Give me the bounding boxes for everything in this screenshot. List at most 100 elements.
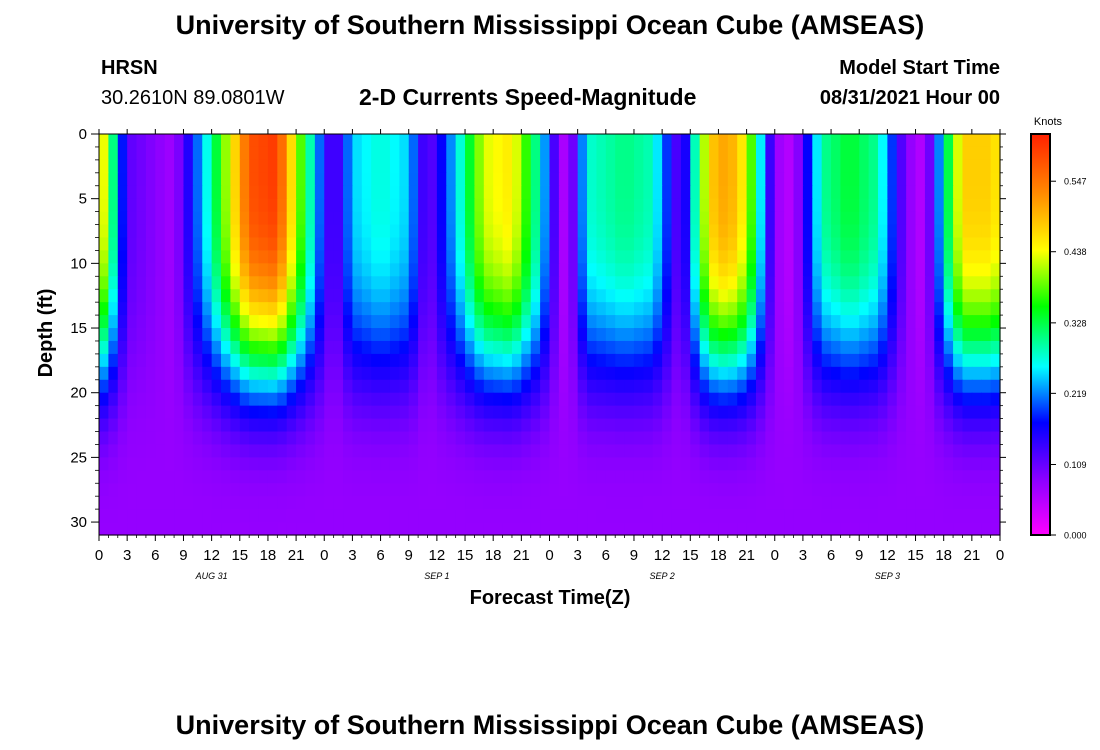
heatmap-cell bbox=[915, 418, 926, 433]
heatmap-cell bbox=[108, 405, 119, 420]
heatmap-cell bbox=[361, 263, 372, 277]
heatmap-cell bbox=[849, 366, 860, 381]
heatmap-cell bbox=[662, 237, 673, 252]
heatmap-cell bbox=[709, 392, 720, 407]
heatmap-cell bbox=[746, 522, 757, 536]
heatmap-cell bbox=[633, 198, 644, 213]
heatmap-cell bbox=[164, 418, 175, 433]
heatmap-cell bbox=[934, 340, 945, 355]
heatmap-cell bbox=[521, 211, 532, 226]
heatmap-cell bbox=[540, 444, 551, 458]
heatmap-cell bbox=[793, 328, 804, 342]
heatmap-cell bbox=[361, 418, 372, 433]
heatmap-cell bbox=[371, 431, 382, 446]
heatmap-cell bbox=[249, 250, 260, 264]
heatmap-cell bbox=[446, 289, 457, 303]
heatmap-cell bbox=[924, 146, 935, 161]
heatmap-cell bbox=[249, 328, 260, 342]
heatmap-cell bbox=[990, 522, 1001, 536]
heatmap-cell bbox=[136, 276, 147, 290]
heatmap-cell bbox=[831, 302, 842, 316]
heatmap-cell bbox=[352, 224, 363, 239]
heatmap-cell bbox=[953, 379, 964, 394]
heatmap-cell bbox=[906, 159, 917, 174]
heatmap-cell bbox=[389, 366, 400, 381]
heatmap-cell bbox=[333, 198, 344, 213]
heatmap-cell bbox=[296, 405, 307, 420]
heatmap-cell bbox=[155, 483, 166, 497]
heatmap-cell bbox=[615, 353, 626, 368]
heatmap-cell bbox=[906, 134, 917, 148]
heatmap-cell bbox=[277, 353, 288, 368]
heatmap-cell bbox=[258, 172, 269, 187]
heatmap-cell bbox=[680, 302, 691, 316]
heatmap-cell bbox=[211, 431, 222, 446]
heatmap-cell bbox=[511, 146, 522, 161]
heatmap-cell bbox=[671, 211, 682, 226]
heatmap-cell bbox=[755, 134, 766, 148]
heatmap-cell bbox=[333, 276, 344, 290]
heatmap-cell bbox=[633, 418, 644, 433]
heatmap-cell bbox=[906, 418, 917, 433]
heatmap-cell bbox=[840, 457, 851, 471]
heatmap-cell bbox=[981, 328, 992, 342]
heatmap-cell bbox=[558, 198, 569, 213]
heatmap-cell bbox=[183, 366, 194, 381]
heatmap-cell bbox=[924, 276, 935, 290]
heatmap-cell bbox=[624, 250, 635, 264]
heatmap-cell bbox=[455, 496, 466, 510]
heatmap-cell bbox=[624, 496, 635, 510]
heatmap-cell bbox=[746, 379, 757, 394]
heatmap-cell bbox=[333, 470, 344, 484]
heatmap-cell bbox=[690, 444, 701, 458]
heatmap-cell bbox=[849, 211, 860, 226]
x-tick-label: 3 bbox=[573, 547, 581, 564]
heatmap-cell bbox=[267, 172, 278, 187]
heatmap-cell bbox=[230, 328, 241, 342]
heatmap-cell bbox=[615, 185, 626, 200]
heatmap-cell bbox=[465, 146, 476, 161]
heatmap-cell bbox=[286, 134, 297, 148]
heatmap-cell bbox=[239, 302, 250, 316]
heatmap-cell bbox=[746, 470, 757, 484]
heatmap-cell bbox=[643, 276, 654, 290]
heatmap-cell bbox=[314, 263, 325, 277]
heatmap-cell bbox=[596, 328, 607, 342]
heatmap-cell bbox=[746, 250, 757, 264]
heatmap-cell bbox=[549, 522, 560, 536]
heatmap-cell bbox=[399, 457, 410, 471]
heatmap-cell bbox=[549, 224, 560, 239]
heatmap-cell bbox=[277, 172, 288, 187]
heatmap-cell bbox=[737, 237, 748, 252]
heatmap-cell bbox=[305, 224, 316, 239]
heatmap-cell bbox=[953, 134, 964, 148]
heatmap-cell bbox=[521, 496, 532, 510]
heatmap-cell bbox=[990, 444, 1001, 458]
heatmap-cell bbox=[633, 457, 644, 471]
heatmap-cell bbox=[868, 418, 879, 433]
heatmap-cell bbox=[455, 276, 466, 290]
heatmap-cell bbox=[314, 211, 325, 226]
x-tick-label: 21 bbox=[288, 547, 305, 564]
heatmap-cell bbox=[934, 263, 945, 277]
heatmap-cell bbox=[183, 159, 194, 174]
heatmap-cell bbox=[953, 328, 964, 342]
heatmap-cell bbox=[314, 302, 325, 316]
heatmap-cell bbox=[718, 134, 729, 148]
heatmap-cell bbox=[765, 146, 776, 161]
heatmap-cell bbox=[230, 250, 241, 264]
heatmap-cell bbox=[343, 237, 354, 252]
heatmap-cell bbox=[971, 522, 982, 536]
heatmap-cell bbox=[296, 392, 307, 407]
heatmap-cell bbox=[136, 353, 147, 368]
heatmap-cell bbox=[877, 146, 888, 161]
heatmap-cell bbox=[840, 328, 851, 342]
heatmap-cell bbox=[493, 366, 504, 381]
heatmap-cell bbox=[746, 509, 757, 523]
heatmap-cell bbox=[145, 496, 156, 510]
heatmap-cell bbox=[136, 392, 147, 407]
heatmap-cell bbox=[765, 172, 776, 187]
heatmap-cell bbox=[943, 146, 954, 161]
heatmap-cell bbox=[211, 483, 222, 497]
heatmap-cell bbox=[596, 483, 607, 497]
